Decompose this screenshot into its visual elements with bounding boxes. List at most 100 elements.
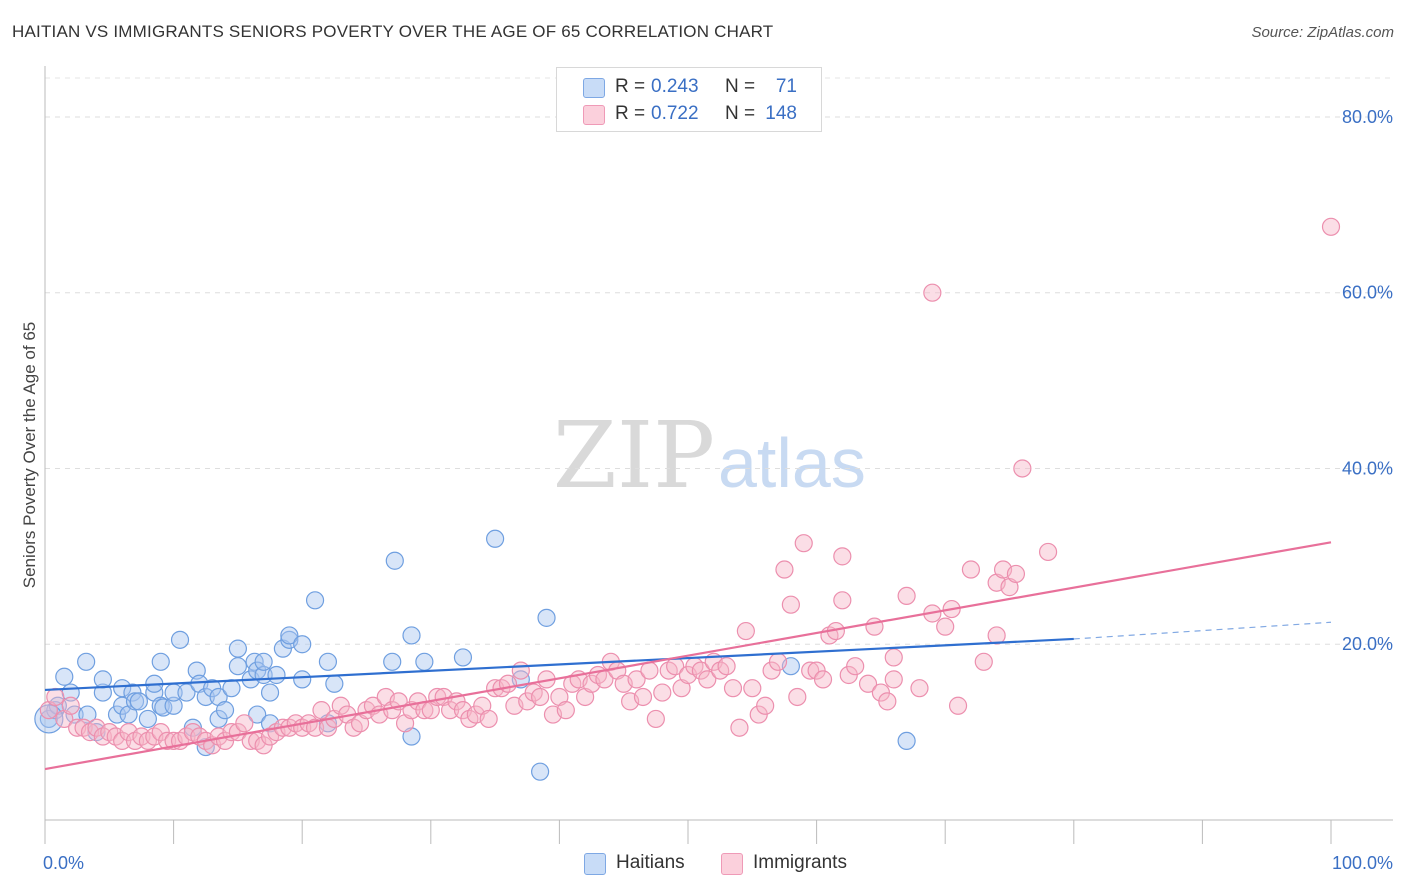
immigrants-point: [730, 718, 749, 737]
legend-n-label: N =: [725, 76, 756, 97]
immigrants-point: [756, 696, 775, 715]
x-tick-label: 0.0%: [43, 853, 84, 873]
haitians-point: [215, 701, 235, 720]
immigrants-point: [633, 687, 653, 707]
immigrants-point: [936, 617, 955, 636]
immigrants-point: [897, 586, 916, 606]
immigrants-point: [923, 283, 942, 302]
axes: [44, 66, 1393, 844]
legend-swatch-immigrants: [721, 853, 743, 875]
immigrants-point: [717, 657, 736, 676]
haitians-point: [151, 652, 170, 671]
haitians-point: [293, 670, 312, 689]
immigrants-point: [158, 731, 177, 751]
haitians-point: [254, 652, 273, 671]
y-tick-label: 20.0%: [1342, 634, 1393, 654]
haitians-point: [164, 696, 183, 715]
immigrants-point: [768, 652, 788, 671]
y-tick-label: 60.0%: [1342, 283, 1393, 303]
immigrants-point: [640, 661, 659, 680]
source-label: Source: ZipAtlas.com: [1251, 24, 1394, 41]
correlation-legend: R = 0.243 N = 71 R = 0.722 N = 148: [556, 67, 822, 132]
immigrants-point: [961, 560, 981, 579]
immigrants-point: [846, 657, 865, 676]
immigrants-point: [884, 670, 903, 689]
haitians-trend-extension: [1073, 621, 1332, 640]
immigrants-point: [987, 626, 1006, 645]
haitians-point: [537, 608, 556, 627]
legend-n-value: 148: [765, 103, 797, 124]
haitians-point: [305, 591, 325, 610]
immigrants-point: [884, 648, 903, 667]
haitians-point: [383, 652, 402, 671]
legend-r-value: 0.722: [651, 103, 699, 124]
grid-lines: [45, 77, 1393, 645]
haitians-point: [177, 683, 196, 702]
haitians-point: [280, 626, 299, 645]
immigrants-point: [61, 696, 80, 715]
haitians-point: [170, 630, 190, 649]
haitians-point: [325, 674, 344, 693]
immigrants-point: [627, 670, 646, 689]
immigrants-point: [974, 652, 993, 671]
immigrants-point: [498, 674, 518, 693]
haitians-point: [453, 648, 473, 667]
haitians-trend-line: [44, 637, 1074, 692]
haitians-point: [228, 639, 247, 658]
haitians-point: [55, 667, 74, 686]
legend-r-value: 0.243: [651, 76, 699, 97]
legend-r-label: R =: [615, 76, 646, 97]
legend-r-label: R =: [615, 103, 646, 124]
immigrants-point: [653, 683, 672, 702]
immigrants-point: [801, 661, 820, 680]
haitians-point: [318, 652, 338, 671]
immigrants-point: [235, 714, 254, 733]
haitians-point: [228, 657, 247, 676]
haitians-point: [113, 679, 132, 698]
legend-swatch-haitians: [583, 78, 605, 98]
immigrants-point: [736, 621, 755, 641]
legend-n-value: 71: [775, 76, 797, 97]
immigrants-point: [698, 670, 717, 689]
immigrants-point: [46, 687, 65, 707]
watermark-zip: ZIP: [553, 402, 715, 509]
immigrants-point: [775, 560, 794, 579]
y-tick-label: 40.0%: [1342, 458, 1393, 478]
legend-swatch-immigrants: [583, 105, 605, 125]
haitians-point: [77, 652, 96, 671]
immigrants-point: [646, 709, 665, 729]
immigrants-point: [1013, 459, 1032, 478]
immigrants-point: [305, 718, 325, 737]
immigrants-point: [833, 591, 852, 610]
haitians-point: [267, 665, 286, 685]
immigrants-point: [858, 674, 878, 693]
immigrants-point: [1321, 217, 1341, 236]
immigrants-point: [312, 701, 331, 720]
immigrants-point: [556, 701, 575, 720]
immigrants-point: [1038, 542, 1058, 562]
immigrants-point: [813, 670, 833, 689]
tick-labels: 20.0% 40.0% 60.0% 80.0% 0.0% 100.0%: [43, 107, 1393, 873]
haitians-point: [260, 683, 280, 702]
immigrants-point: [531, 687, 550, 707]
haitians-point: [402, 626, 421, 645]
legend-row-haitians: R = 0.243 N = 71: [557, 73, 821, 101]
immigrants-point: [794, 534, 813, 553]
watermark-atlas: atlas: [718, 424, 866, 502]
legend-n-label: N =: [725, 103, 756, 124]
immigrants-point: [1006, 564, 1026, 584]
haitians-point: [531, 762, 550, 781]
immigrants-point: [743, 679, 762, 698]
haitians-point: [125, 692, 145, 711]
haitians-point: [138, 709, 157, 729]
x-tick-label: 100.0%: [1332, 853, 1393, 873]
immigrants-point: [833, 547, 852, 566]
haitians-point: [248, 705, 267, 724]
immigrants-point: [878, 692, 897, 711]
haitians-point: [486, 529, 505, 548]
immigrants-trend-line: [44, 541, 1332, 771]
haitians-point: [415, 652, 434, 671]
haitians-point: [293, 635, 312, 654]
y-tick-label: 80.0%: [1342, 107, 1393, 127]
chart-title: HAITIAN VS IMMIGRANTS SENIORS POVERTY OV…: [12, 22, 774, 41]
